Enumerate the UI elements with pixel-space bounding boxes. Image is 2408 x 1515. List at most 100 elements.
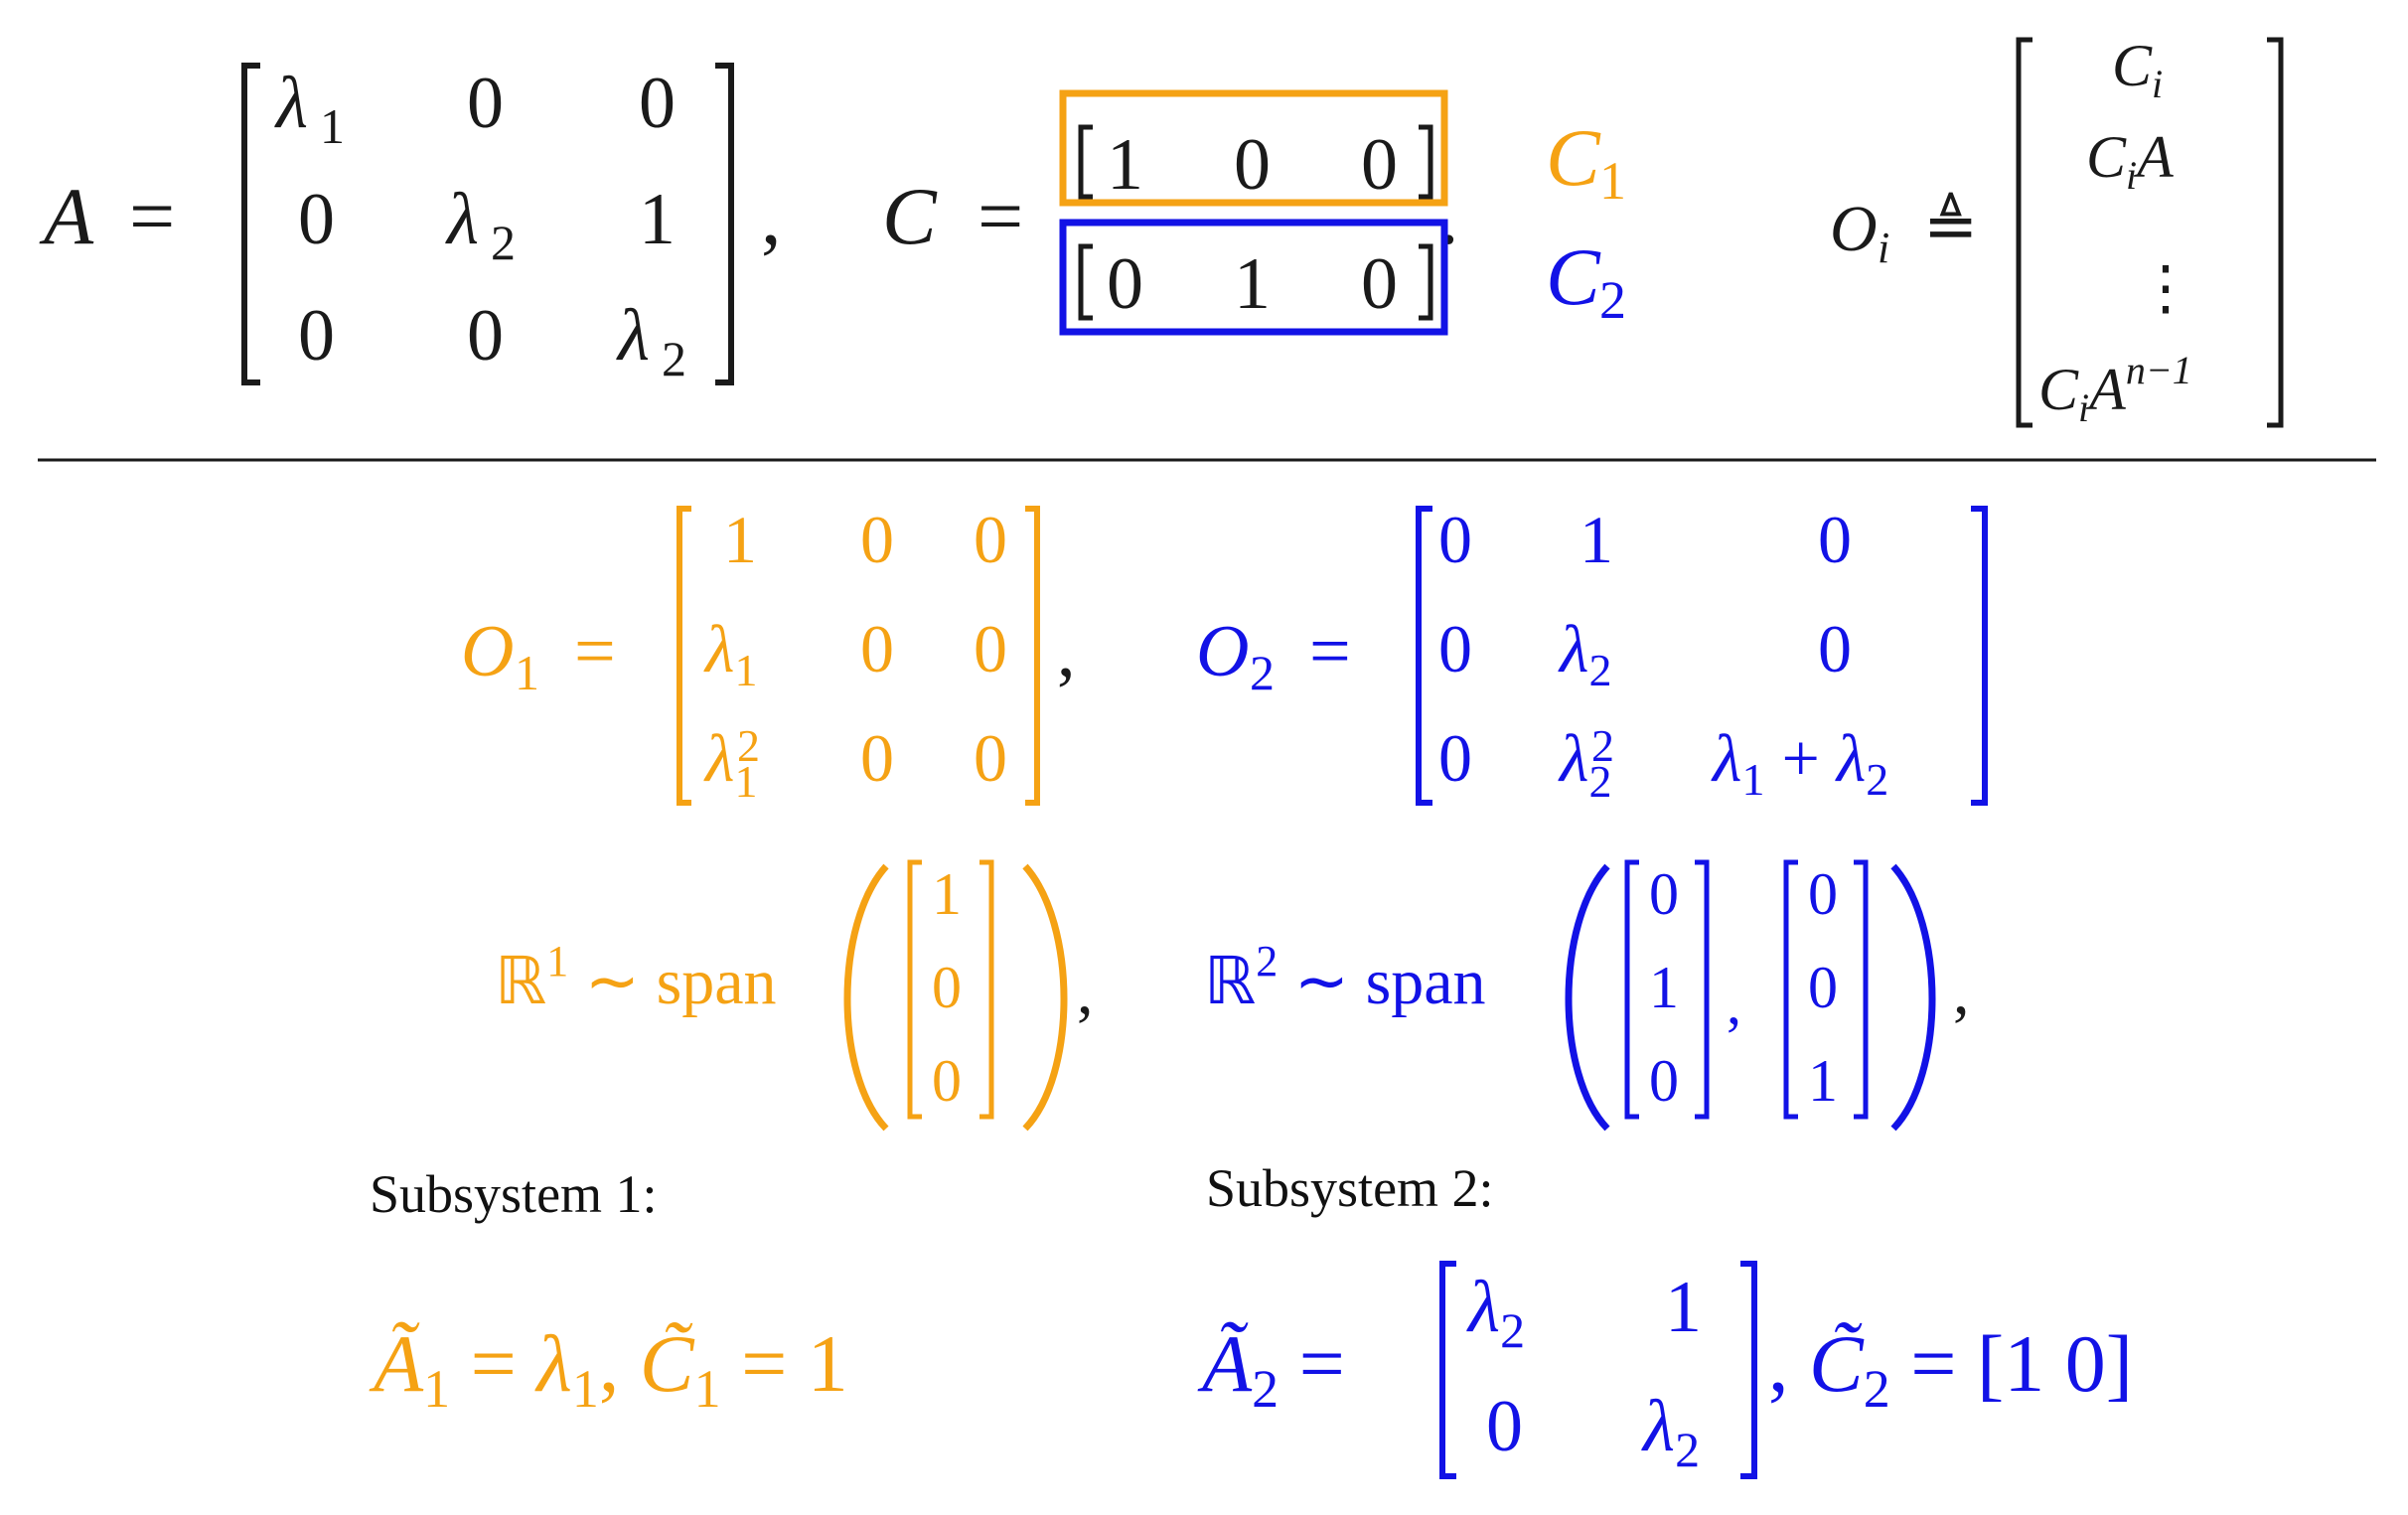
subsystem-1-heading: Subsystem 1: bbox=[370, 1164, 658, 1224]
Oi-sub: i bbox=[1878, 224, 1889, 272]
A2-matrix: λ2 1 0 λ2 bbox=[1466, 1267, 1702, 1477]
comma: , bbox=[1077, 956, 1094, 1028]
A-cell-sub: 2 bbox=[662, 331, 686, 386]
A-right-bracket bbox=[715, 63, 734, 385]
O1-matrix: 1 0 0 λ1 0 0 λ1 2 0 0 bbox=[703, 502, 1007, 807]
Oi-row: CiA bbox=[2086, 124, 2174, 198]
A-cell-sub: 2 bbox=[491, 215, 516, 270]
O1-cell: 0 bbox=[860, 502, 894, 577]
Oi-row: CiAn−1 bbox=[2038, 348, 2192, 430]
Oi-right-bracket bbox=[2267, 37, 2284, 428]
R2-left-paren bbox=[1565, 863, 1610, 1132]
A-cell: 0 bbox=[467, 295, 504, 377]
comma: , bbox=[1057, 611, 1076, 692]
A2-cell: λ2 bbox=[1641, 1386, 1700, 1477]
O1-cell: 0 bbox=[860, 611, 894, 686]
Oi-row: Ci bbox=[2112, 33, 2163, 106]
subsystem-1-equation: Ã1 = λ1, C̃1 = 1 bbox=[369, 1318, 848, 1419]
O2-cell: λ1 + λ2 bbox=[1711, 720, 1888, 805]
C-row2-cell: 0 bbox=[1361, 243, 1398, 325]
A-cell: 1 bbox=[639, 179, 676, 260]
R2-vec-a-left-bracket bbox=[1624, 859, 1639, 1120]
R2-vec-a-cell: 1 bbox=[1649, 955, 1679, 1020]
O1-cell: 0 bbox=[974, 720, 1007, 796]
A2-cell: 1 bbox=[1665, 1267, 1702, 1348]
Oi-symbol: O bbox=[1830, 193, 1878, 265]
comma: , bbox=[1953, 956, 1970, 1028]
C1-label-sub: 1 bbox=[1599, 151, 1626, 211]
A-cell-lambda2: λ bbox=[616, 295, 650, 377]
A-cell-sub: 1 bbox=[320, 98, 345, 154]
O1-sub: 1 bbox=[515, 645, 539, 700]
O1-cell: λ1 bbox=[703, 720, 757, 807]
O1-cell-sup: 2 bbox=[737, 720, 760, 771]
R2-vec-b-cell: 0 bbox=[1808, 955, 1838, 1020]
C-right-bracket bbox=[1419, 243, 1433, 321]
R1-vec-cell: 0 bbox=[932, 955, 962, 1020]
R1-vec-cell: 1 bbox=[932, 861, 962, 927]
R2-vec-b-cell: 0 bbox=[1808, 861, 1838, 927]
C1-label: C bbox=[1546, 112, 1601, 203]
A-cell: 0 bbox=[298, 295, 335, 377]
R2-vec-b-left-bracket bbox=[1783, 859, 1798, 1120]
comma: , bbox=[761, 171, 782, 261]
R2-vec-b-cell: 1 bbox=[1808, 1048, 1838, 1114]
R2-set: ℝ2 ∼ span bbox=[1204, 937, 1486, 1018]
O2-symbol: O bbox=[1196, 611, 1249, 692]
C-right-bracket bbox=[1419, 124, 1433, 200]
A-symbol: A bbox=[39, 171, 94, 261]
C2-highlight-box bbox=[1059, 219, 1448, 336]
A2-right-bracket bbox=[1740, 1261, 1757, 1479]
C-row1-cell: 1 bbox=[1107, 124, 1143, 206]
O1-right-bracket bbox=[1025, 506, 1040, 806]
A-cell-lambda1: λ bbox=[274, 63, 308, 144]
Oi-left-bracket bbox=[2016, 37, 2032, 428]
A-cell: 0 bbox=[467, 63, 504, 144]
O1-cell: 0 bbox=[974, 502, 1007, 577]
subsystem-2-heading: Subsystem 2: bbox=[1206, 1158, 1494, 1218]
equals-sign: = bbox=[1309, 611, 1351, 692]
A-left-bracket bbox=[241, 63, 260, 385]
O2-cell: 0 bbox=[1438, 502, 1472, 577]
A2-cell: 0 bbox=[1486, 1386, 1523, 1467]
O1-cell: λ1 bbox=[703, 611, 757, 695]
vector-comma: , bbox=[1727, 971, 1741, 1036]
A-cell: 0 bbox=[639, 63, 676, 144]
O1-symbol: O bbox=[461, 611, 514, 692]
O1-cell: 0 bbox=[974, 611, 1007, 686]
subsystem-2-C: , C̃2 = [1 0] bbox=[1768, 1318, 2133, 1419]
defeq-sign: ≜ bbox=[1923, 191, 1978, 263]
A-cell: 0 bbox=[298, 179, 335, 260]
O2-sub: 2 bbox=[1250, 645, 1275, 700]
R2-vec-a-cell: 0 bbox=[1649, 1048, 1679, 1114]
R1-vec-right-bracket bbox=[979, 859, 994, 1120]
O2-cell: 0 bbox=[1818, 502, 1852, 577]
O1-cell: 1 bbox=[723, 502, 757, 577]
C-row2-cell: 0 bbox=[1107, 243, 1143, 325]
C2-label-sub: 2 bbox=[1599, 270, 1626, 330]
O2-cell: λ2 bbox=[1558, 611, 1611, 695]
R1-vec-cell: 0 bbox=[932, 1048, 962, 1114]
O1-left-bracket bbox=[677, 506, 691, 806]
O2-cell: 0 bbox=[1438, 720, 1472, 796]
R1-right-paren bbox=[1022, 863, 1068, 1132]
R2-right-paren bbox=[1890, 863, 1936, 1132]
R2-vec-a-cell: 0 bbox=[1649, 861, 1679, 927]
C1-highlight-box bbox=[1059, 89, 1448, 207]
R1-set: ℝ1 ∼ span bbox=[495, 937, 777, 1018]
equals-sign: = bbox=[129, 171, 175, 261]
O2-left-bracket bbox=[1416, 506, 1432, 806]
A2-left-bracket bbox=[1439, 1261, 1456, 1479]
O2-matrix: 0 1 0 0 λ2 0 0 λ2 2 λ1 + λ2 bbox=[1438, 502, 1888, 807]
A2-cell: λ2 bbox=[1466, 1267, 1525, 1358]
C-left-bracket bbox=[1078, 243, 1093, 321]
R2-vec-b-right-bracket bbox=[1854, 859, 1869, 1120]
C-symbol: C bbox=[882, 171, 938, 261]
C-left-bracket bbox=[1078, 124, 1093, 200]
A-cell-lambda2: λ bbox=[445, 179, 479, 260]
Oi-row-vdots: ⋮ bbox=[2136, 255, 2195, 321]
equals-sign: = bbox=[978, 171, 1023, 261]
